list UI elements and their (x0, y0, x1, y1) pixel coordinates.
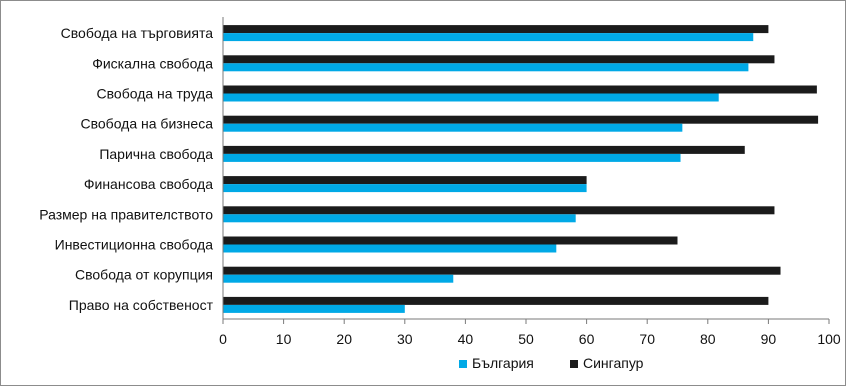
x-tick-label: 10 (276, 331, 292, 347)
bar-bulgaria (223, 214, 576, 223)
x-tick-label: 40 (458, 331, 474, 347)
legend-bulgaria-label: България (472, 355, 534, 371)
x-tick-label: 20 (336, 331, 352, 347)
category-label: Свобода на бизнеса (81, 116, 214, 132)
x-tick-label: 30 (397, 331, 413, 347)
category-label: Финансова свобода (84, 176, 213, 192)
bar-singapore (223, 296, 769, 305)
bar-bulgaria (223, 33, 754, 42)
bar-singapore (223, 85, 817, 94)
category-label: Парична свобода (99, 146, 213, 162)
category-label: Свобода на труда (97, 86, 214, 102)
x-tick-label: 80 (700, 331, 716, 347)
legend-singapore-swatch (570, 360, 578, 368)
bar-singapore (223, 145, 745, 154)
legend-singapore-label: Сингапур (583, 355, 644, 371)
bar-bulgaria (223, 93, 719, 102)
category-label: Размер на правителството (39, 206, 213, 222)
x-tick-label: 70 (639, 331, 655, 347)
category-label: Инвестиционна свобода (55, 237, 214, 253)
legend-bulgaria-swatch (459, 360, 467, 368)
bar-bulgaria (223, 244, 557, 253)
bar-singapore (223, 176, 587, 185)
bar-bulgaria (223, 153, 681, 162)
category-label: Свобода от корупция (75, 267, 213, 283)
x-tick-label: 0 (219, 331, 227, 347)
x-tick-label: 90 (761, 331, 777, 347)
bar-singapore (223, 206, 775, 215)
bar-singapore (223, 25, 769, 34)
bar-bulgaria (223, 123, 683, 132)
bar-singapore (223, 115, 819, 124)
category-label: Фискална свобода (92, 55, 213, 71)
x-tick-label: 100 (817, 331, 841, 347)
x-tick-label: 60 (579, 331, 595, 347)
bar-singapore (223, 55, 775, 64)
category-label: Свобода на търговията (61, 25, 214, 41)
category-label: Право на собственост (69, 297, 214, 313)
bar-singapore (223, 236, 678, 245)
bar-bulgaria (223, 304, 405, 313)
bar-singapore (223, 266, 781, 275)
bar-bulgaria (223, 184, 587, 193)
x-tick-label: 50 (518, 331, 534, 347)
bar-bulgaria (223, 274, 454, 283)
bar-bulgaria (223, 63, 749, 72)
